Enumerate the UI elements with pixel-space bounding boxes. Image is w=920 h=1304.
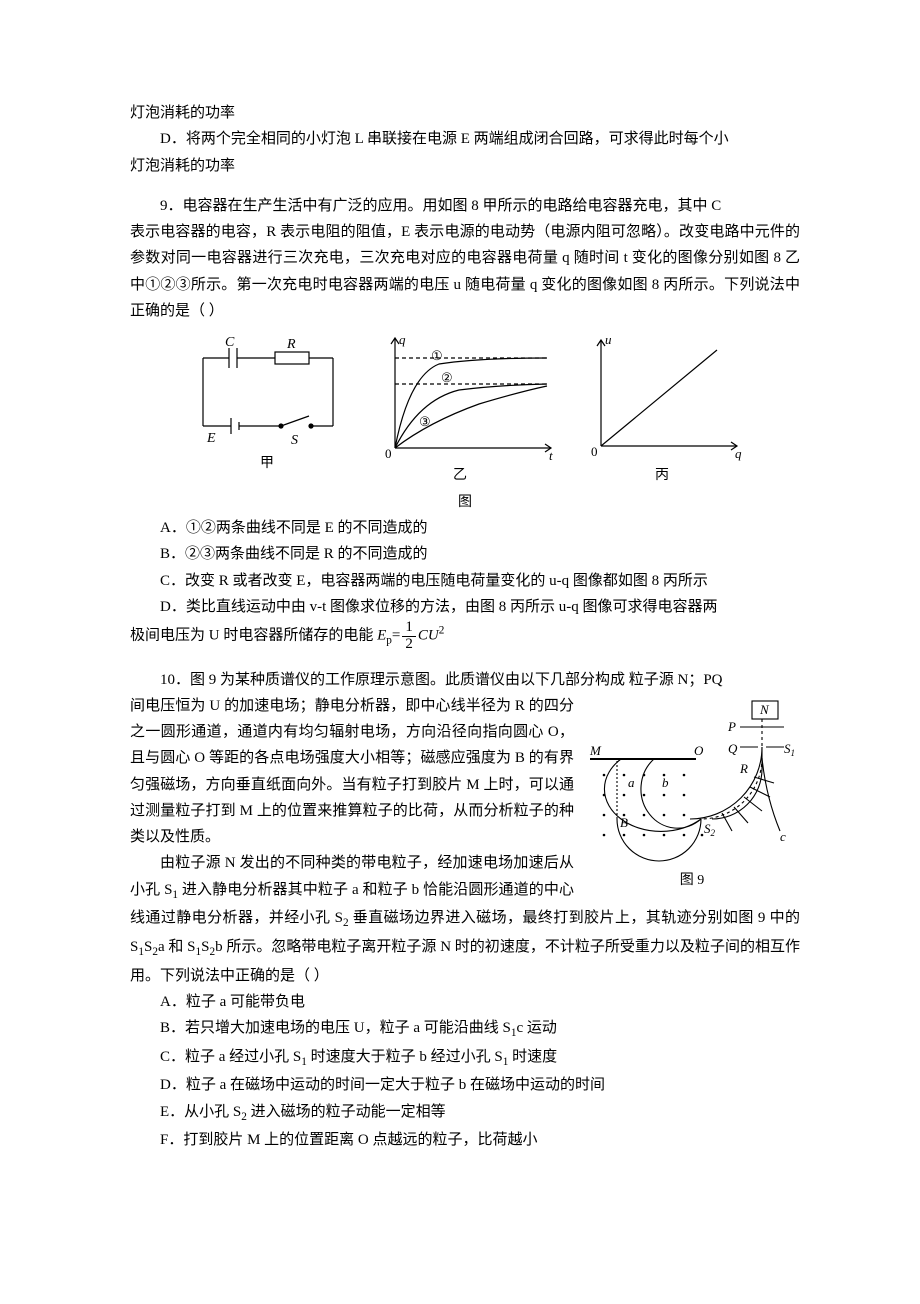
spacer <box>130 179 800 193</box>
q9-optD-line2: 极间电压为 U 时电容器所储存的电能 Ep=12CU2 <box>130 620 800 653</box>
lbl-O: O <box>694 743 704 758</box>
q9-optA: A．①②两条曲线不同是 E 的不同造成的 <box>130 515 800 541</box>
c-post: 时速度 <box>508 1049 557 1065</box>
q9-fig-circuit-cap: 甲 <box>183 452 351 477</box>
q10: 10．图 9 为某种质谱仪的工作原理示意图。此质谱仪由以下几部分构成 粒子源 N… <box>130 667 800 1154</box>
q10-stem-line1: 10．图 9 为某种质谱仪的工作原理示意图。此质谱仪由以下几部分构成 粒子源 N… <box>130 667 800 693</box>
e-post: 进入磁场的粒子动能一定相等 <box>247 1104 446 1120</box>
page: 灯泡消耗的功率 D．将两个完全相同的小灯泡 L 串联接在电源 E 两端组成闭合回… <box>0 0 920 1304</box>
q9-eq-eq: = <box>392 628 400 644</box>
q10-optC: C．粒子 a 经过小孔 S1 时速度大于粒子 b 经过小孔 S1 时速度 <box>130 1044 800 1073</box>
q9-eq-CU: CU <box>418 628 439 644</box>
qt-c1: ① <box>431 348 443 363</box>
b-post: c 运动 <box>516 1020 556 1036</box>
t3e: a 和 S <box>158 939 196 955</box>
q9-eq-E: E <box>377 628 386 644</box>
lbl-c: c <box>780 829 786 844</box>
qt-y-label: q <box>399 332 406 347</box>
qt-origin: 0 <box>385 446 392 461</box>
lbl-b: b <box>662 775 669 790</box>
lbl-S1: S1 <box>784 741 795 758</box>
q10-figure: N P Q M O R B a b c S1 S2 图 9 <box>584 697 800 894</box>
circuit-svg: C R E S <box>183 330 351 450</box>
q10-optB: B．若只增大加速电场的电压 U，粒子 a 可能沿曲线 S1c 运动 <box>130 1015 800 1044</box>
label-S: S <box>291 433 298 448</box>
q9-stem-1: 9．电容器在生产生活中有广泛的应用。用如图 8 甲所示的电路给电容器充电，其中 … <box>160 198 721 214</box>
q9-fig-uq-cap: 丙 <box>577 464 747 489</box>
q8-optD-line1: D．将两个完全相同的小灯泡 L 串联接在电源 E 两端组成闭合回路，可求得此时每… <box>130 126 800 152</box>
qt-c3: ③ <box>419 414 431 429</box>
c-mid: 时速度大于粒子 b 经过小孔 S <box>307 1049 503 1065</box>
spacer2 <box>130 653 800 667</box>
q9-fig-qt: q t 0 ① ② ③ 乙 <box>369 330 559 489</box>
b-pre: B．若只增大加速电场的电压 U，粒子 a 可能沿曲线 S <box>160 1020 511 1036</box>
q10-svg: N P Q M O R B a b c S1 S2 <box>584 697 800 867</box>
e-pre: E．从小孔 S <box>160 1104 241 1120</box>
q9-fig-uq: u q 0 丙 <box>577 330 747 489</box>
q8-optD-line2: 灯泡消耗的功率 <box>130 153 800 179</box>
q9-stem-rest: 表示电容器的电容，R 表示电阻的阻值，E 表示电源的电动势（电源内阻可忽略）。改… <box>130 219 800 324</box>
label-C: C <box>225 335 235 350</box>
q9-optC: C．改变 R 或者改变 E，电容器两端的电压随电荷量变化的 u-q 图像都如图 … <box>130 568 800 594</box>
q9-optB: B．②③两条曲线不同是 R 的不同造成的 <box>130 541 800 567</box>
qt-svg: q t 0 ① ② ③ <box>369 330 559 462</box>
q10-optD: D．粒子 a 在磁场中运动的时间一定大于粒子 b 在磁场中运动的时间 <box>130 1072 800 1098</box>
q9-optD-line1: D．类比直线运动中由 v-t 图像求位移的方法，由图 8 丙所示 u-q 图像可… <box>130 594 800 620</box>
lbl-a: a <box>628 775 635 790</box>
lbl-Q: Q <box>728 741 738 756</box>
qt-c2: ② <box>441 370 453 385</box>
lbl-R: R <box>739 761 748 776</box>
lbl-N: N <box>759 702 770 717</box>
q10-optE: E．从小孔 S2 进入磁场的粒子动能一定相等 <box>130 1099 800 1128</box>
q9-figrow-caption: 图 <box>130 491 800 516</box>
label-E: E <box>206 431 216 446</box>
qt-x-label: t <box>549 448 553 462</box>
q9-optD-txt: 极间电压为 U 时电容器所储存的电能 <box>130 628 377 644</box>
c-pre: C．粒子 a 经过小孔 S <box>160 1049 301 1065</box>
q9-fig-qt-cap: 乙 <box>453 468 467 483</box>
q10-optA: A．粒子 a 可能带负电 <box>130 989 800 1015</box>
q9-fig-circuit: C R E S 甲 <box>183 330 351 489</box>
lbl-P: P <box>727 719 736 734</box>
q8-tail-line1: 灯泡消耗的功率 <box>130 100 800 126</box>
lbl-S2: S2 <box>704 821 716 838</box>
q9-figures: C R E S 甲 <box>130 330 800 489</box>
lbl-B: B <box>620 815 628 830</box>
uq-origin: 0 <box>591 444 598 459</box>
frac-den: 2 <box>402 637 416 653</box>
lbl-M: M <box>589 743 602 758</box>
q9-stem-line1: 9．电容器在生产生活中有广泛的应用。用如图 8 甲所示的电路给电容器充电，其中 … <box>130 193 800 219</box>
uq-y-label: u <box>605 332 612 347</box>
label-R: R <box>286 337 296 352</box>
q10-fig-cap: 图 9 <box>584 869 800 894</box>
q9-eq-2: 2 <box>439 625 445 637</box>
q10-optF: F．打到胶片 M 上的位置距离 O 点越远的粒子，比荷越小 <box>130 1127 800 1153</box>
uq-svg: u q 0 <box>577 330 747 462</box>
frac-num: 1 <box>402 620 416 637</box>
t3g: b 所示。忽略带电粒子离开粒子源 N 时的初速度，不计粒子所受重力以及粒子间的相… <box>130 939 800 984</box>
q9-eq-frac: 12 <box>402 620 416 653</box>
uq-x-label: q <box>735 446 742 461</box>
